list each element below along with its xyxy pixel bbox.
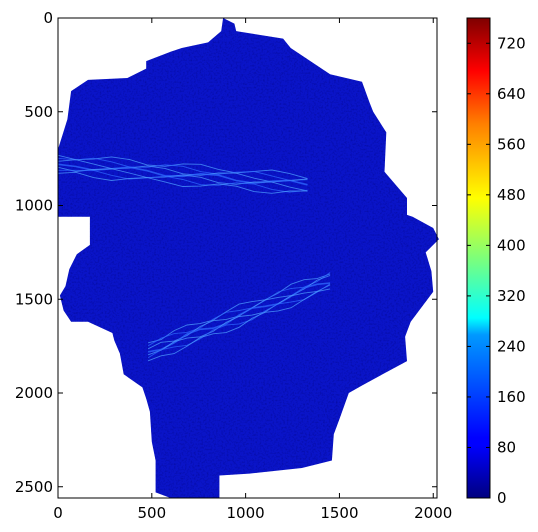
highlight-streak — [58, 169, 308, 193]
highlight-streak — [147, 284, 331, 356]
colorbar: 0 80 160 240 320 400 480 560 640 720 — [466, 17, 526, 507]
y-axis: 0 500 1000 1500 2000 2500 — [15, 9, 437, 496]
y-tick-label: 1500 — [15, 290, 53, 308]
x-tick-label: 1500 — [320, 504, 358, 522]
colorbar-tick-label: 240 — [497, 337, 526, 355]
x-axis: 0 500 1000 1500 2000 — [53, 18, 452, 522]
y-tick-label: 1000 — [15, 197, 53, 215]
highlight-bands — [58, 154, 331, 362]
colorbar-tick-label: 720 — [497, 34, 526, 52]
colorbar-tick-label: 320 — [497, 287, 526, 305]
colorbar-gradient — [466, 17, 491, 499]
colorbar-tick-label: 480 — [497, 186, 526, 204]
colorbar-tick-label: 160 — [497, 388, 526, 406]
highlight-streak — [58, 166, 308, 192]
highlight-streak — [147, 273, 331, 344]
highlight-streak — [147, 282, 331, 353]
x-tick-label: 500 — [137, 504, 166, 522]
highlight-streak — [147, 272, 331, 347]
colorbar-tick-label: 80 — [497, 438, 516, 456]
x-tick-label: 2000 — [414, 504, 452, 522]
x-tick-label: 1000 — [227, 504, 265, 522]
plot-frame — [57, 17, 438, 499]
highlight-streak — [58, 154, 308, 180]
highlight-streak — [58, 159, 308, 183]
colorbar-tick-label: 0 — [497, 489, 507, 507]
colorbar-tick-label: 400 — [497, 236, 526, 254]
plot-area: 0 500 1000 1500 2000 0 500 1000 1500 2000 2500 — [15, 9, 453, 522]
y-tick-label: 0 — [43, 9, 53, 27]
highlight-streak — [58, 171, 308, 194]
y-tick-label: 2500 — [15, 478, 53, 496]
y-tick-label: 2000 — [15, 384, 53, 402]
highlight-streak — [147, 288, 331, 362]
colorbar-ticks: 0 80 160 240 320 400 480 560 640 720 — [467, 34, 526, 507]
highlight-streak — [147, 283, 331, 359]
y-tick-label: 500 — [24, 103, 53, 121]
colorbar-tick-label: 560 — [497, 135, 526, 153]
highlight-streak — [58, 157, 308, 181]
colorbar-tick-label: 640 — [497, 85, 526, 103]
x-tick-label: 0 — [53, 504, 63, 522]
